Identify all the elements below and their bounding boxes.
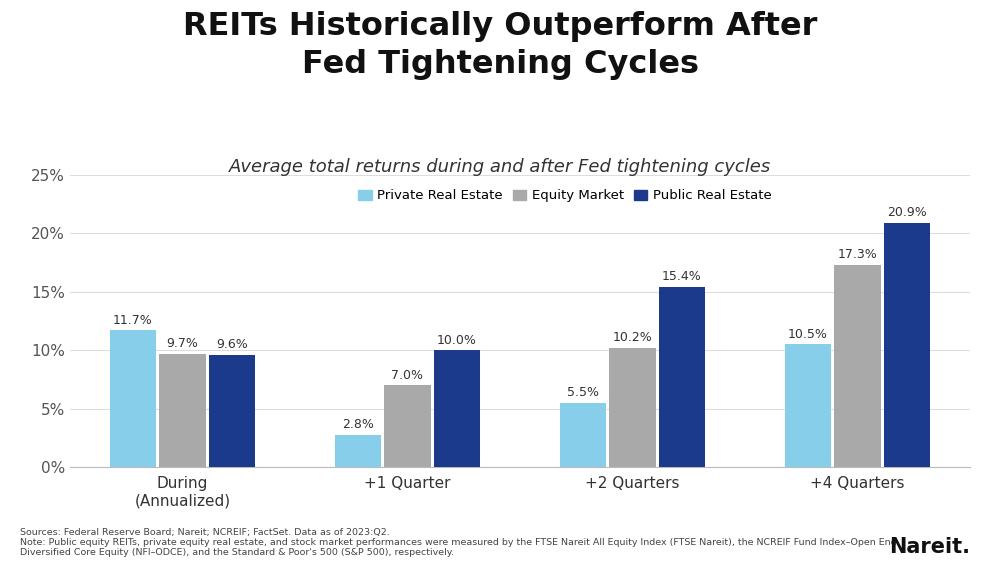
- Text: 9.6%: 9.6%: [216, 338, 248, 351]
- Bar: [659, 287, 705, 467]
- Bar: [110, 330, 156, 467]
- Text: 10.2%: 10.2%: [613, 332, 652, 345]
- Bar: [834, 265, 881, 467]
- Text: 10.5%: 10.5%: [788, 328, 828, 341]
- Bar: [884, 222, 930, 467]
- Bar: [560, 403, 606, 467]
- Text: REITs Historically Outperform After
Fed Tightening Cycles: REITs Historically Outperform After Fed …: [183, 11, 817, 81]
- Bar: [209, 355, 255, 467]
- Text: 15.4%: 15.4%: [662, 270, 702, 283]
- Legend: Private Real Estate, Equity Market, Public Real Estate: Private Real Estate, Equity Market, Publ…: [353, 184, 777, 208]
- Bar: [335, 435, 381, 467]
- Text: 11.7%: 11.7%: [113, 314, 153, 327]
- Bar: [384, 385, 431, 467]
- Text: 2.8%: 2.8%: [342, 418, 374, 431]
- Text: Average total returns during and after Fed tightening cycles: Average total returns during and after F…: [229, 158, 771, 176]
- Text: 5.5%: 5.5%: [567, 386, 599, 399]
- Text: Nareit.: Nareit.: [889, 537, 970, 557]
- Text: 20.9%: 20.9%: [887, 206, 927, 219]
- Bar: [609, 348, 656, 467]
- Bar: [434, 350, 480, 467]
- Text: 9.7%: 9.7%: [167, 337, 198, 350]
- Text: 7.0%: 7.0%: [392, 369, 424, 382]
- Text: 17.3%: 17.3%: [838, 248, 877, 261]
- Text: 10.0%: 10.0%: [437, 334, 477, 347]
- Bar: [159, 354, 206, 467]
- Text: Sources: Federal Reserve Board; Nareit; NCREIF; FactSet. Data as of 2023:Q2.
Not: Sources: Federal Reserve Board; Nareit; …: [20, 528, 897, 557]
- Bar: [785, 345, 831, 467]
